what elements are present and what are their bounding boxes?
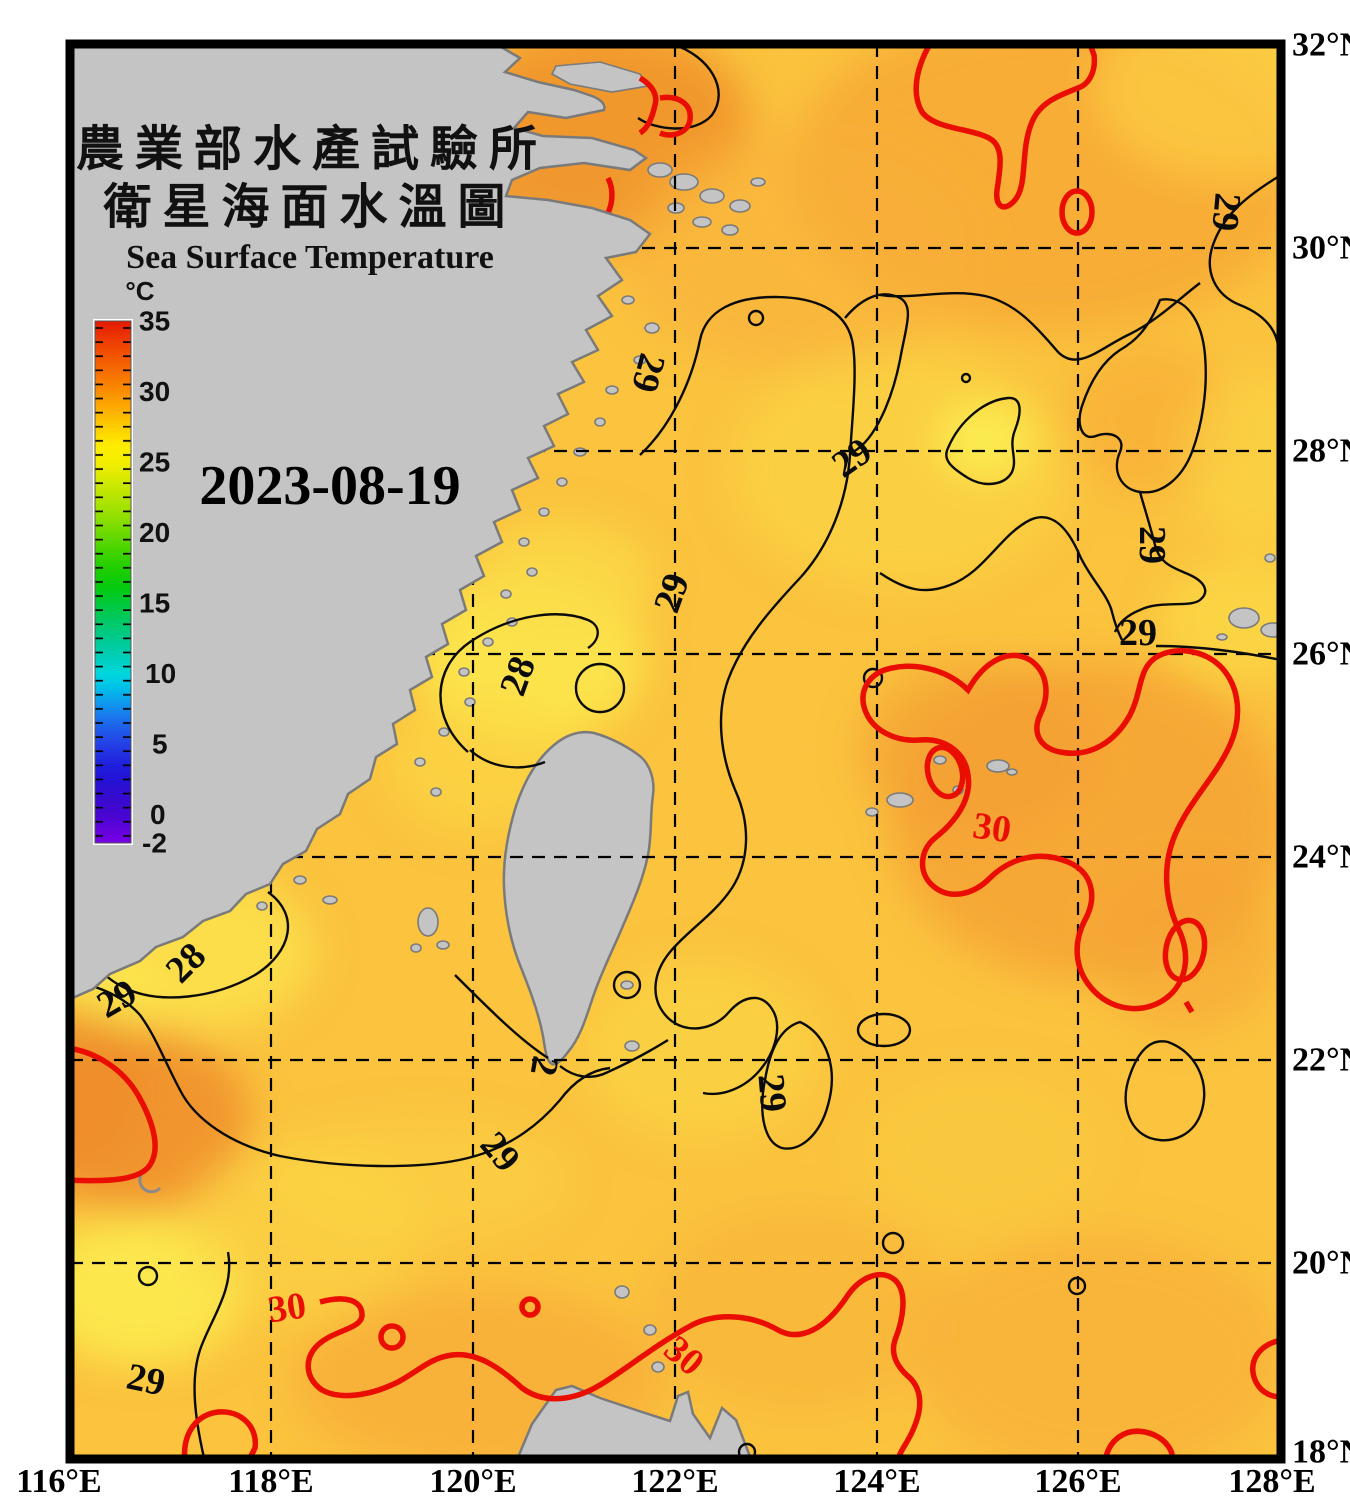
lon-label: 120°E	[429, 1463, 516, 1500]
colorbar-tick-label: 5	[152, 729, 168, 760]
map-date: 2023-08-19	[199, 455, 460, 517]
colorbar-outline	[94, 320, 132, 844]
legend: 農業部水產試驗所 衛星海面水溫圖 Sea Surface Temperature…	[76, 123, 548, 859]
lat-label: 32°N	[1292, 27, 1350, 64]
lon-label: 118°E	[228, 1463, 313, 1500]
longitude-labels: 116°E 118°E 120°E 122°E 124°E 126°E 128°…	[16, 1463, 1315, 1500]
title-en: Sea Surface Temperature	[126, 239, 494, 276]
colorbar-tick-label: -2	[142, 828, 167, 859]
colorbar-tick-label: 30	[139, 376, 170, 407]
colorbar-tick-label: 0	[150, 799, 166, 830]
contour-label: 30	[265, 1285, 308, 1332]
contour-label: 29	[1119, 612, 1157, 654]
lat-label: 18°N	[1292, 1434, 1350, 1471]
contour-label: 29	[123, 1356, 169, 1405]
land-taiwan	[502, 730, 655, 1066]
colorbar-labels: 35 30 25 20 15 10 5 0 -2	[139, 306, 176, 859]
contour-label: 29	[1203, 191, 1248, 233]
land-luzon	[515, 1384, 753, 1459]
lat-label: 30°N	[1292, 230, 1350, 267]
colorbar-ticks	[95, 321, 131, 843]
lat-label: 22°N	[1292, 1042, 1350, 1079]
lon-label: 128°E	[1228, 1463, 1315, 1500]
islands	[256, 61, 1281, 1373]
map-frame	[65, 39, 1286, 1464]
colorbar: °C 35 30 25 20 15 10 5 0 -2	[93, 276, 176, 859]
lat-label: 20°N	[1292, 1245, 1350, 1282]
colorbar-tick-label: 25	[139, 447, 170, 478]
colorbar-unit: °C	[125, 276, 154, 306]
latitude-labels: 32°N 30°N 28°N 26°N 24°N 22°N 20°N 18°N	[1292, 27, 1350, 1471]
lon-label: 116°E	[16, 1463, 101, 1500]
title-zh-line1: 農業部水產試驗所	[76, 123, 548, 176]
contour-label: 29	[749, 1072, 794, 1114]
title-zh-line2: 衛星海面水溫圖	[102, 181, 516, 234]
colorbar-tick-label: 35	[139, 306, 170, 337]
lon-label: 122°E	[631, 1463, 718, 1500]
contour-label: 29	[1131, 526, 1173, 564]
lat-label: 24°N	[1292, 839, 1350, 876]
colorbar-tick-label: 15	[139, 588, 170, 619]
colorbar-tick-label: 20	[139, 517, 170, 548]
lon-label: 124°E	[833, 1463, 920, 1500]
lat-label: 26°N	[1292, 636, 1350, 673]
lat-label: 28°N	[1292, 433, 1350, 470]
colorbar-tick-label: 10	[145, 658, 176, 689]
lon-label: 126°E	[1034, 1463, 1121, 1500]
land-china-mainland	[70, 44, 652, 1001]
contour-label: 30	[970, 805, 1013, 852]
